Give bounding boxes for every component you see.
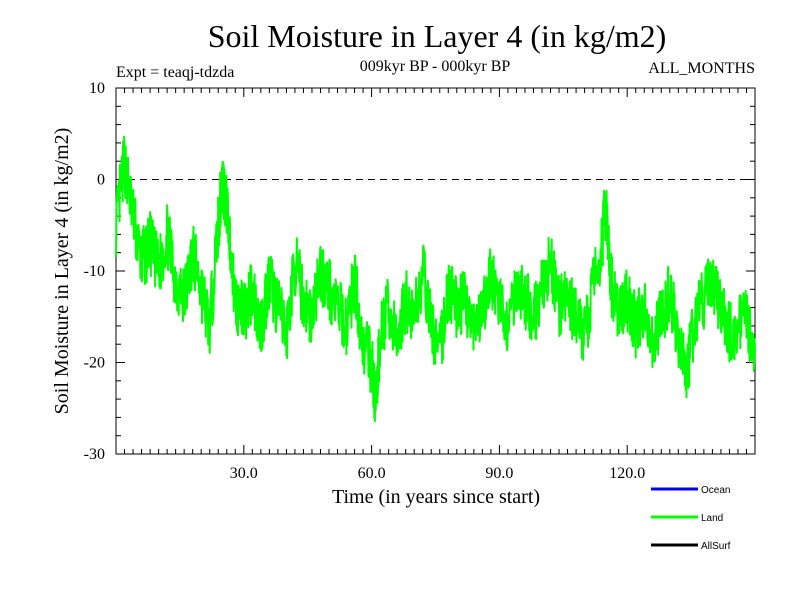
legend-label-ocean: Ocean	[701, 485, 730, 496]
y-tick-label: 10	[89, 80, 105, 97]
x-tick-label: 90.0	[485, 465, 513, 482]
series-line-land	[115, 135, 756, 423]
experiment-label: Expt = teaqj-tdzda	[116, 64, 234, 81]
x-tick-label: 120.0	[609, 465, 645, 482]
y-axis-label: Soil Moisture in Layer 4 (in kg/m2)	[51, 128, 73, 415]
x-axis: 30.0 60.0 90.0 120.0	[124, 88, 747, 482]
months-label: ALL_MONTHS	[648, 60, 755, 77]
series-layer	[115, 135, 756, 423]
y-tick-label: 0	[97, 172, 105, 189]
period-label: 009kyr BP - 000kyr BP	[360, 58, 511, 75]
chart-title: Soil Moisture in Layer 4 (in kg/m2)	[208, 18, 667, 54]
y-tick-label: -30	[84, 446, 105, 463]
x-tick-label: 30.0	[230, 465, 258, 482]
x-tick-label: 60.0	[358, 465, 386, 482]
x-axis-label: Time (in years since start)	[332, 486, 540, 508]
legend-label-allsurf: AllSurf	[701, 541, 731, 552]
legend-label-land: Land	[701, 513, 723, 524]
y-tick-label: -20	[84, 355, 105, 372]
y-tick-label: -10	[84, 263, 105, 280]
legend: Ocean Land AllSurf	[651, 485, 731, 552]
